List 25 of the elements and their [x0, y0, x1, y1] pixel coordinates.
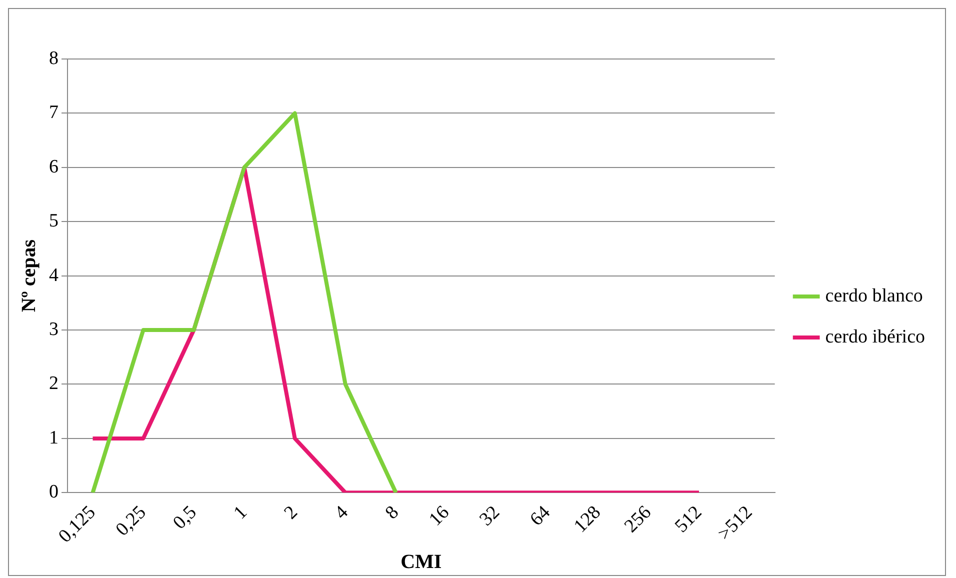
- y-tick-label: 3: [49, 319, 58, 340]
- x-tick-label: 2: [280, 502, 302, 524]
- x-axis-title: CMI: [400, 551, 442, 574]
- x-tick-label: 8: [381, 502, 403, 524]
- y-tick-label: 4: [49, 264, 59, 286]
- y-tick-label: 5: [49, 210, 58, 232]
- x-tick-label: 512: [671, 502, 706, 537]
- x-tick-label: 16: [425, 502, 454, 530]
- x-tick-label: 0,25: [112, 502, 150, 540]
- x-tick-label: 4: [330, 502, 353, 524]
- y-tick-label: 7: [49, 102, 58, 124]
- y-axis-title: Nº cepas: [18, 239, 40, 312]
- y-tick-label: 8: [49, 48, 58, 69]
- x-tick-label: 32: [476, 502, 504, 530]
- x-tick-label: 64: [526, 502, 555, 530]
- legend-label: cerdo ibérico: [825, 326, 926, 348]
- y-tick-label: 6: [49, 156, 58, 178]
- legend-label: cerdo blanco: [825, 285, 923, 306]
- y-tick-label: 1: [49, 427, 58, 448]
- x-tick-label: 256: [620, 502, 656, 537]
- y-tick-label: 0: [49, 482, 58, 503]
- x-tick-label: 1: [230, 502, 252, 524]
- x-tick-label: 128: [570, 502, 606, 537]
- x-tick-label: 0,5: [169, 502, 201, 534]
- y-tick-label: 2: [49, 373, 58, 394]
